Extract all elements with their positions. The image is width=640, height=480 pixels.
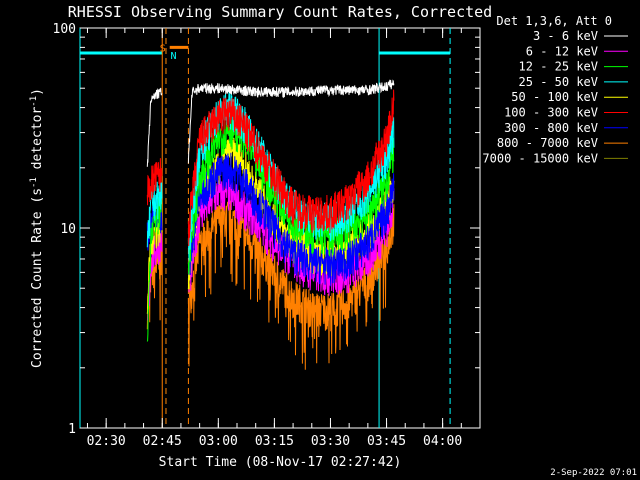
y-axis-label-part: ) — [30, 88, 45, 96]
y-axis-label-part: Corrected Count Rate (s — [30, 188, 45, 368]
y-tick-label: 1 — [68, 422, 76, 437]
marker-label: N — [170, 51, 176, 62]
y-axis-label: Corrected Count Rate (s-1 detector-1) — [29, 88, 45, 368]
legend-entry-label: 50 - 100 keV — [511, 90, 598, 104]
y-axis: 1 10 100 — [53, 22, 480, 437]
series-line — [146, 158, 163, 206]
series-line — [146, 87, 163, 167]
legend-entry-label: 300 - 800 keV — [504, 121, 598, 135]
series-line — [146, 181, 163, 248]
series-line — [187, 200, 395, 370]
series-line — [187, 152, 395, 287]
x-tick-label: 02:30 — [87, 434, 126, 449]
y-axis-label-sup: -1 — [29, 96, 39, 107]
footer-timestamp: 2-Sep-2022 07:01 — [550, 468, 637, 478]
legend-entry-label: 12 - 25 keV — [519, 60, 598, 74]
y-tick-label: 100 — [53, 22, 76, 37]
y-axis-label-part: detector — [30, 107, 45, 178]
x-tick-label: 03:45 — [367, 434, 406, 449]
legend-entry-label: 800 - 7000 keV — [497, 136, 598, 150]
legend-entry-label: 25 - 50 keV — [519, 75, 598, 89]
x-axis-label: Start Time (08-Nov-17 02:27:42) — [159, 455, 402, 470]
chart-title: RHESSI Observing Summary Count Rates, Co… — [68, 3, 492, 21]
x-tick-label: 03:30 — [311, 434, 350, 449]
x-tick-label: 02:45 — [143, 434, 182, 449]
x-tick-label: 03:00 — [199, 434, 238, 449]
x-tick-label: 04:00 — [423, 434, 462, 449]
series-line — [187, 112, 395, 275]
x-axis: 02:30 02:45 03:00 03:15 03:30 03:45 04:00 — [87, 28, 481, 449]
series-line — [146, 243, 163, 330]
legend-entry-label: 6 - 12 keV — [526, 44, 598, 58]
series-line — [187, 79, 395, 164]
y-axis-label-sup: -1 — [29, 177, 39, 188]
legend-entry-label: 7000 - 15000 keV — [482, 151, 598, 165]
legend-title: Det 1,3,6, Att 0 — [496, 14, 612, 28]
y-tick-label: 10 — [60, 222, 76, 237]
series-layer — [146, 79, 395, 370]
series-line — [187, 89, 395, 247]
legend-entry-label: 100 - 300 keV — [504, 106, 598, 120]
legend-entry-label: 3 - 6 keV — [533, 29, 598, 43]
x-tick-label: 03:15 — [255, 434, 294, 449]
